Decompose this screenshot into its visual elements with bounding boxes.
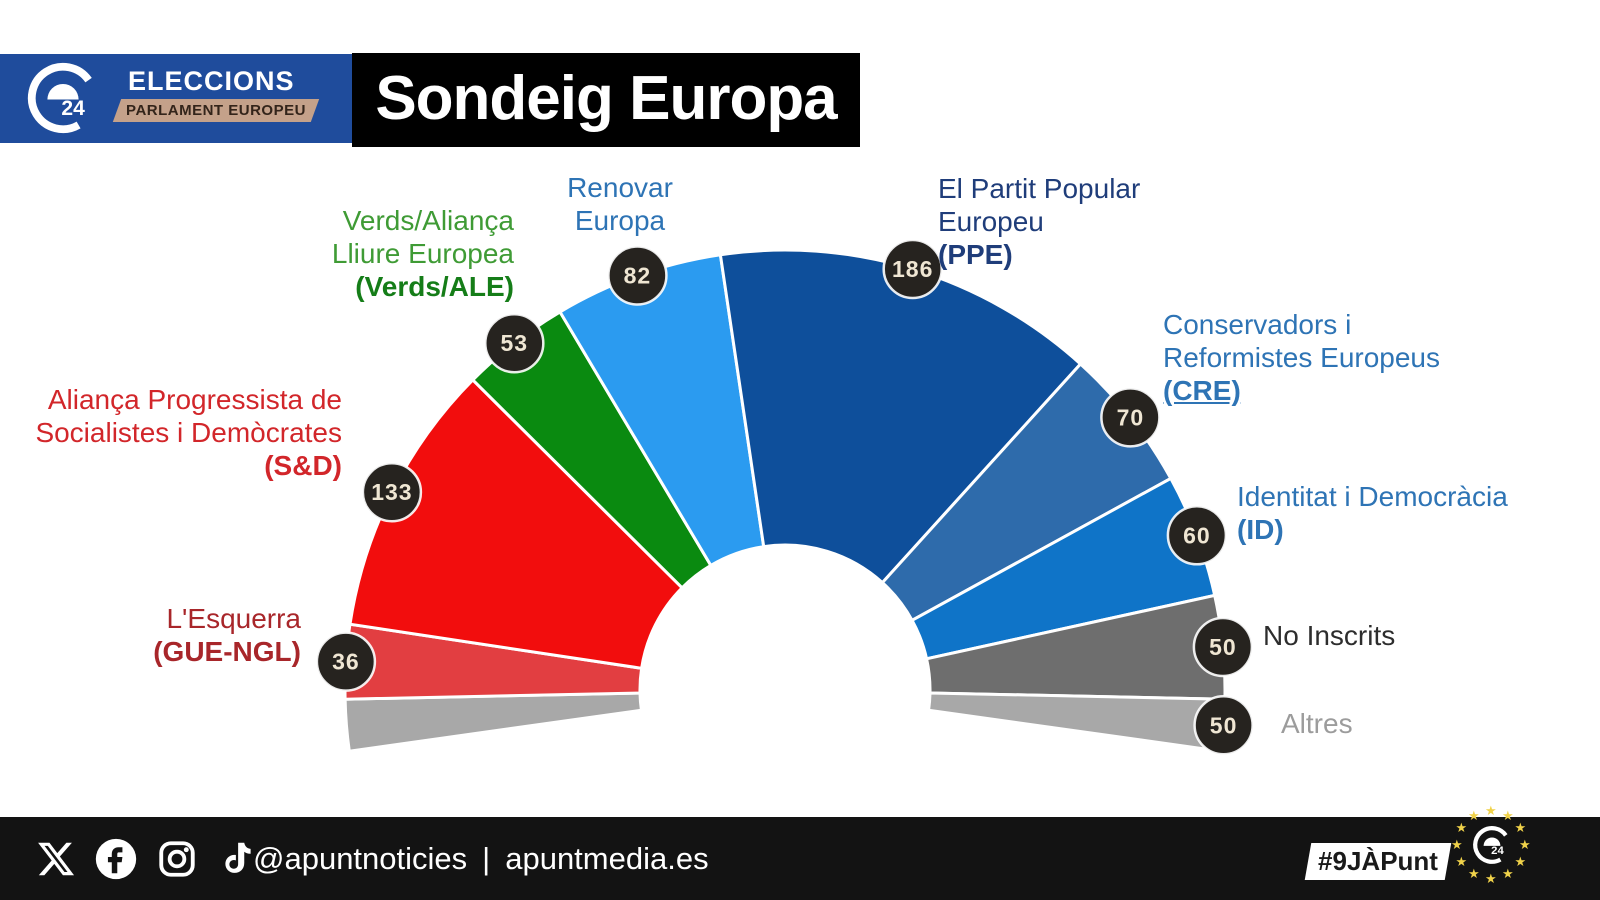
party-name: L'Esquerra: [166, 603, 301, 634]
seat-wedge: [348, 377, 685, 671]
party-name: Lliure Europea: [331, 238, 514, 269]
party-abbr: (GUE-NGL): [153, 636, 301, 667]
seat-count-badge: 36: [315, 631, 377, 692]
eu-star-icon: ★: [1451, 837, 1463, 852]
svg-text:60: 60: [1183, 522, 1211, 548]
party-label-altres: Altres: [1281, 707, 1501, 740]
eu-star-icon: ★: [1455, 820, 1468, 835]
party-name: Socialistes i Demòcrates: [35, 417, 342, 448]
hashtag-ribbon: #9JÀPunt: [1304, 843, 1452, 880]
elections-brand-box: ELECCIONS PARLAMENT EUROPEU: [0, 54, 352, 143]
party-name: Identitat i Democràcia: [1237, 481, 1508, 512]
svg-text:70: 70: [1117, 404, 1145, 430]
seat-wedge: [343, 691, 644, 753]
eu-star-icon: ★: [1485, 803, 1497, 818]
seat-count-badge: 50: [1193, 695, 1254, 756]
seat-wedge: [718, 248, 1083, 585]
party-label-gue-ngl: L'Esquerra (GUE-NGL): [61, 602, 301, 668]
party-abbr: (Verds/ALE): [355, 271, 514, 302]
brand-subtitle: PARLAMENT EUROPEU: [126, 102, 306, 119]
party-abbr: (CRE): [1163, 375, 1241, 406]
eu-star-icon: ★: [1502, 807, 1514, 823]
seat-wedge: [926, 691, 1227, 753]
party-name: Verds/Aliança: [342, 205, 514, 236]
seat-count-badge: 82: [607, 245, 668, 306]
party-label-verds-ale: Verds/Aliança Lliure Europea (Verds/ALE): [254, 204, 514, 303]
seat-count-badge: 60: [1166, 505, 1228, 566]
x-twitter-icon: [38, 842, 75, 875]
page-title: Sondeig Europa: [375, 64, 837, 133]
brand-title: ELECCIONS: [128, 66, 295, 96]
eu-star-icon: ★: [1468, 807, 1480, 823]
party-label-cre: Conservadors i Reformistes Europeus (CRE…: [1163, 308, 1533, 407]
svg-text:133: 133: [371, 479, 412, 505]
e24-logo-icon: [1471, 824, 1513, 866]
party-label-no-inscrits: No Inscrits: [1263, 619, 1483, 652]
svg-text:53: 53: [501, 330, 529, 356]
eu-star-icon: ★: [1502, 866, 1514, 882]
footer-bar: @apuntnoticies | apuntmedia.es #9JÀPunt …: [0, 803, 1600, 900]
social-icons: [36, 817, 256, 900]
separator: |: [482, 840, 491, 876]
seat-count-badge: 70: [1100, 387, 1161, 448]
eu-stars-e24-logo: ★ ★ ★ ★ ★ ★ ★ ★ ★ ★ ★ ★: [1451, 803, 1532, 886]
party-name: Europa: [574, 205, 666, 236]
eu-star-icon: ★: [1485, 871, 1497, 886]
party-name: Altres: [1281, 708, 1353, 739]
eu-star-icon: ★: [1514, 854, 1527, 869]
hashtag: #9JÀPunt: [1318, 846, 1438, 876]
website: apuntmedia.es: [505, 840, 709, 876]
facebook-icon: [95, 838, 137, 879]
party-name: Renovar: [567, 172, 673, 203]
party-abbr: (S&D): [264, 450, 342, 481]
svg-text:82: 82: [624, 263, 652, 289]
party-name: El Partit Popular: [938, 173, 1141, 204]
party-name: Reformistes Europeus: [1163, 342, 1441, 373]
e24-logo-icon: [24, 59, 102, 137]
party-abbr: (PPE): [938, 239, 1013, 270]
party-name: Europeu: [938, 206, 1044, 237]
seat-count-badge: 133: [361, 461, 423, 523]
social-handle: @apuntnoticies: [253, 840, 468, 876]
brand-subtitle-ribbon: PARLAMENT EUROPEU: [112, 99, 320, 122]
party-label-id: Identitat i Democràcia (ID): [1237, 480, 1567, 546]
seat-count-badge: 53: [484, 312, 545, 374]
eu-star-icon: ★: [1514, 820, 1527, 835]
party-label-renovar-europa: Renovar Europa: [535, 171, 705, 237]
party-abbr: (ID): [1237, 514, 1284, 545]
svg-text:50: 50: [1209, 634, 1237, 660]
svg-text:186: 186: [892, 256, 933, 282]
social-handle-line: @apuntnoticies | apuntmedia.es: [253, 817, 709, 900]
party-label-ppe: El Partit Popular Europeu (PPE): [938, 172, 1268, 271]
seat-count-badge: 50: [1192, 616, 1254, 678]
party-name: Conservadors i: [1163, 309, 1352, 340]
eu-star-icon: ★: [1519, 837, 1531, 852]
tiktok-icon: [225, 842, 251, 873]
party-name: No Inscrits: [1263, 620, 1396, 651]
eu-star-icon: ★: [1455, 854, 1468, 869]
instagram-icon: [159, 840, 195, 877]
svg-text:36: 36: [332, 649, 360, 675]
svg-text:50: 50: [1210, 712, 1238, 738]
title-box: Sondeig Europa: [352, 53, 860, 147]
party-label-sd: Aliança Progressista de Socialistes i De…: [22, 383, 342, 482]
eu-star-icon: ★: [1468, 866, 1480, 882]
party-name: Aliança Progressista de: [47, 384, 342, 415]
seat-count-badge: 186: [882, 238, 943, 300]
